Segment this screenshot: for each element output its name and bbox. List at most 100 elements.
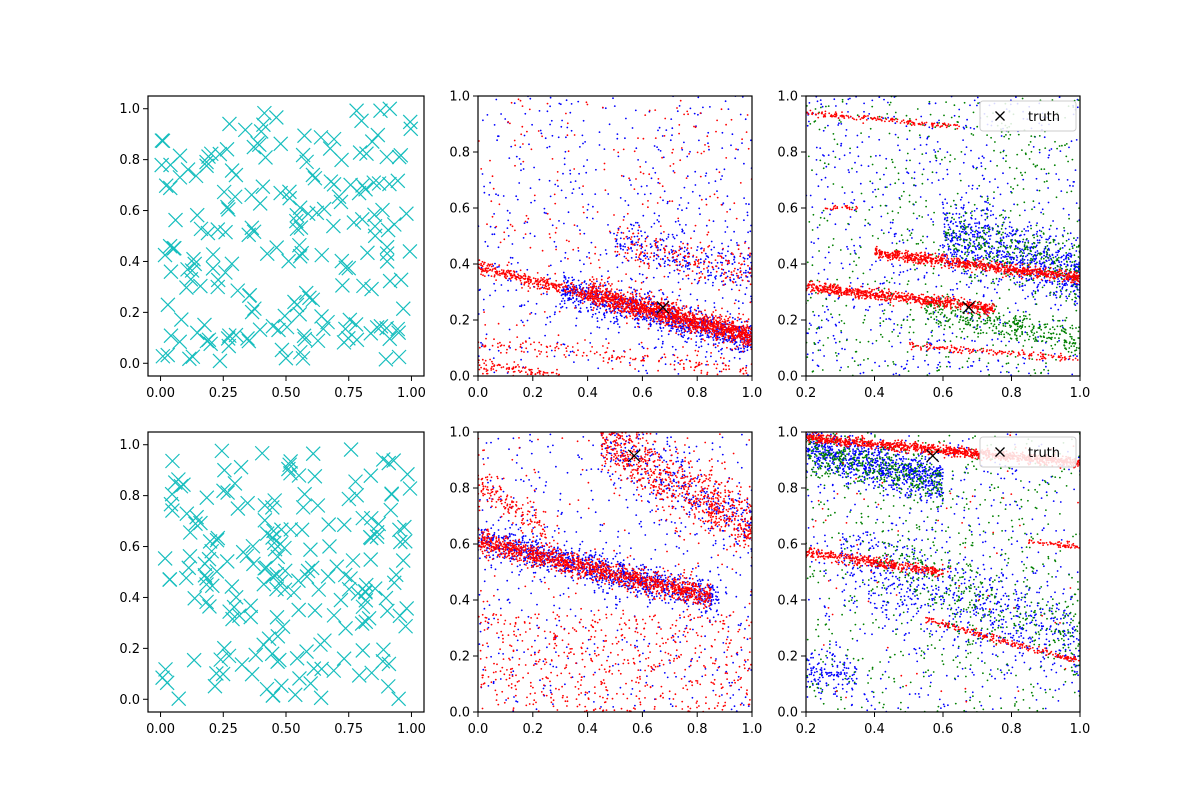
data-point <box>704 300 707 302</box>
data-point <box>670 118 673 120</box>
data-point <box>671 251 673 254</box>
data-point <box>565 239 568 242</box>
data-point <box>613 322 615 325</box>
data-point <box>619 361 622 363</box>
data-point <box>529 379 531 381</box>
data-point <box>636 235 639 238</box>
data-point <box>1045 295 1048 297</box>
data-point <box>578 172 580 175</box>
data-point <box>518 366 520 368</box>
data-point <box>489 294 491 297</box>
data-point <box>663 313 665 315</box>
data-point <box>549 264 552 267</box>
data-point <box>617 155 620 158</box>
data-point <box>577 291 579 293</box>
data-point <box>603 168 606 171</box>
data-point <box>968 246 970 249</box>
data-point <box>642 364 644 367</box>
data-point <box>713 246 715 249</box>
data-point <box>742 373 745 375</box>
data-point <box>544 334 546 337</box>
data-point <box>673 237 676 240</box>
data-point <box>494 289 497 292</box>
data-point <box>615 315 618 318</box>
data-point <box>514 164 516 167</box>
data-point <box>719 338 722 341</box>
data-point <box>686 330 689 333</box>
data-point <box>661 318 664 321</box>
data-point <box>513 274 516 277</box>
data-point <box>295 350 311 366</box>
data-point <box>951 239 954 242</box>
data-point <box>1043 284 1046 287</box>
data-point <box>644 304 646 306</box>
data-point <box>686 317 688 320</box>
data-point <box>659 315 662 318</box>
data-point <box>531 123 533 126</box>
data-point <box>548 145 551 148</box>
data-point <box>725 123 727 126</box>
data-point <box>645 314 648 316</box>
data-point <box>675 328 678 331</box>
data-point <box>950 234 953 237</box>
data-point <box>689 319 691 322</box>
data-point <box>185 349 201 365</box>
data-point <box>520 346 523 349</box>
data-point <box>1044 245 1047 248</box>
data-point <box>508 366 510 369</box>
data-point <box>674 259 677 262</box>
data-point <box>510 101 513 104</box>
data-point <box>707 327 710 330</box>
data-point <box>595 168 597 171</box>
data-point <box>608 230 611 233</box>
data-point <box>585 354 588 357</box>
data-point <box>246 301 262 317</box>
data-point <box>564 294 567 297</box>
data-point <box>199 333 215 349</box>
data-point <box>659 326 662 329</box>
data-point <box>524 274 527 276</box>
data-point <box>694 349 697 352</box>
data-point <box>546 377 548 379</box>
data-point <box>695 321 698 323</box>
data-point <box>522 143 524 145</box>
data-point <box>726 346 728 349</box>
data-point <box>951 255 953 257</box>
data-point <box>391 325 407 341</box>
data-point <box>718 370 721 373</box>
data-point <box>480 262 482 265</box>
data-point <box>695 256 698 258</box>
data-point <box>639 295 641 297</box>
data-point <box>1026 262 1029 265</box>
data-point <box>633 243 636 245</box>
data-point <box>1029 252 1031 255</box>
data-point <box>564 251 567 254</box>
data-point <box>620 311 623 314</box>
data-point <box>653 252 656 255</box>
data-point <box>685 177 688 180</box>
data-point <box>1016 281 1019 284</box>
data-point <box>672 236 675 238</box>
data-point <box>745 203 747 205</box>
data-point <box>668 272 671 274</box>
data-point <box>598 266 601 269</box>
data-point <box>482 268 484 270</box>
data-point <box>664 318 667 321</box>
data-point <box>598 131 601 134</box>
data-point <box>708 148 710 151</box>
data-point <box>737 334 739 337</box>
data-point <box>742 326 745 328</box>
data-point <box>616 137 619 140</box>
data-point <box>515 278 518 281</box>
data-point <box>683 141 685 144</box>
data-point <box>671 233 674 236</box>
data-point <box>689 327 691 329</box>
data-point <box>719 261 722 264</box>
data-point <box>520 305 523 308</box>
data-point <box>612 296 614 299</box>
data-point <box>631 311 633 314</box>
data-point <box>990 210 992 212</box>
data-point <box>556 378 558 380</box>
data-point <box>681 148 684 151</box>
data-point <box>706 233 709 236</box>
